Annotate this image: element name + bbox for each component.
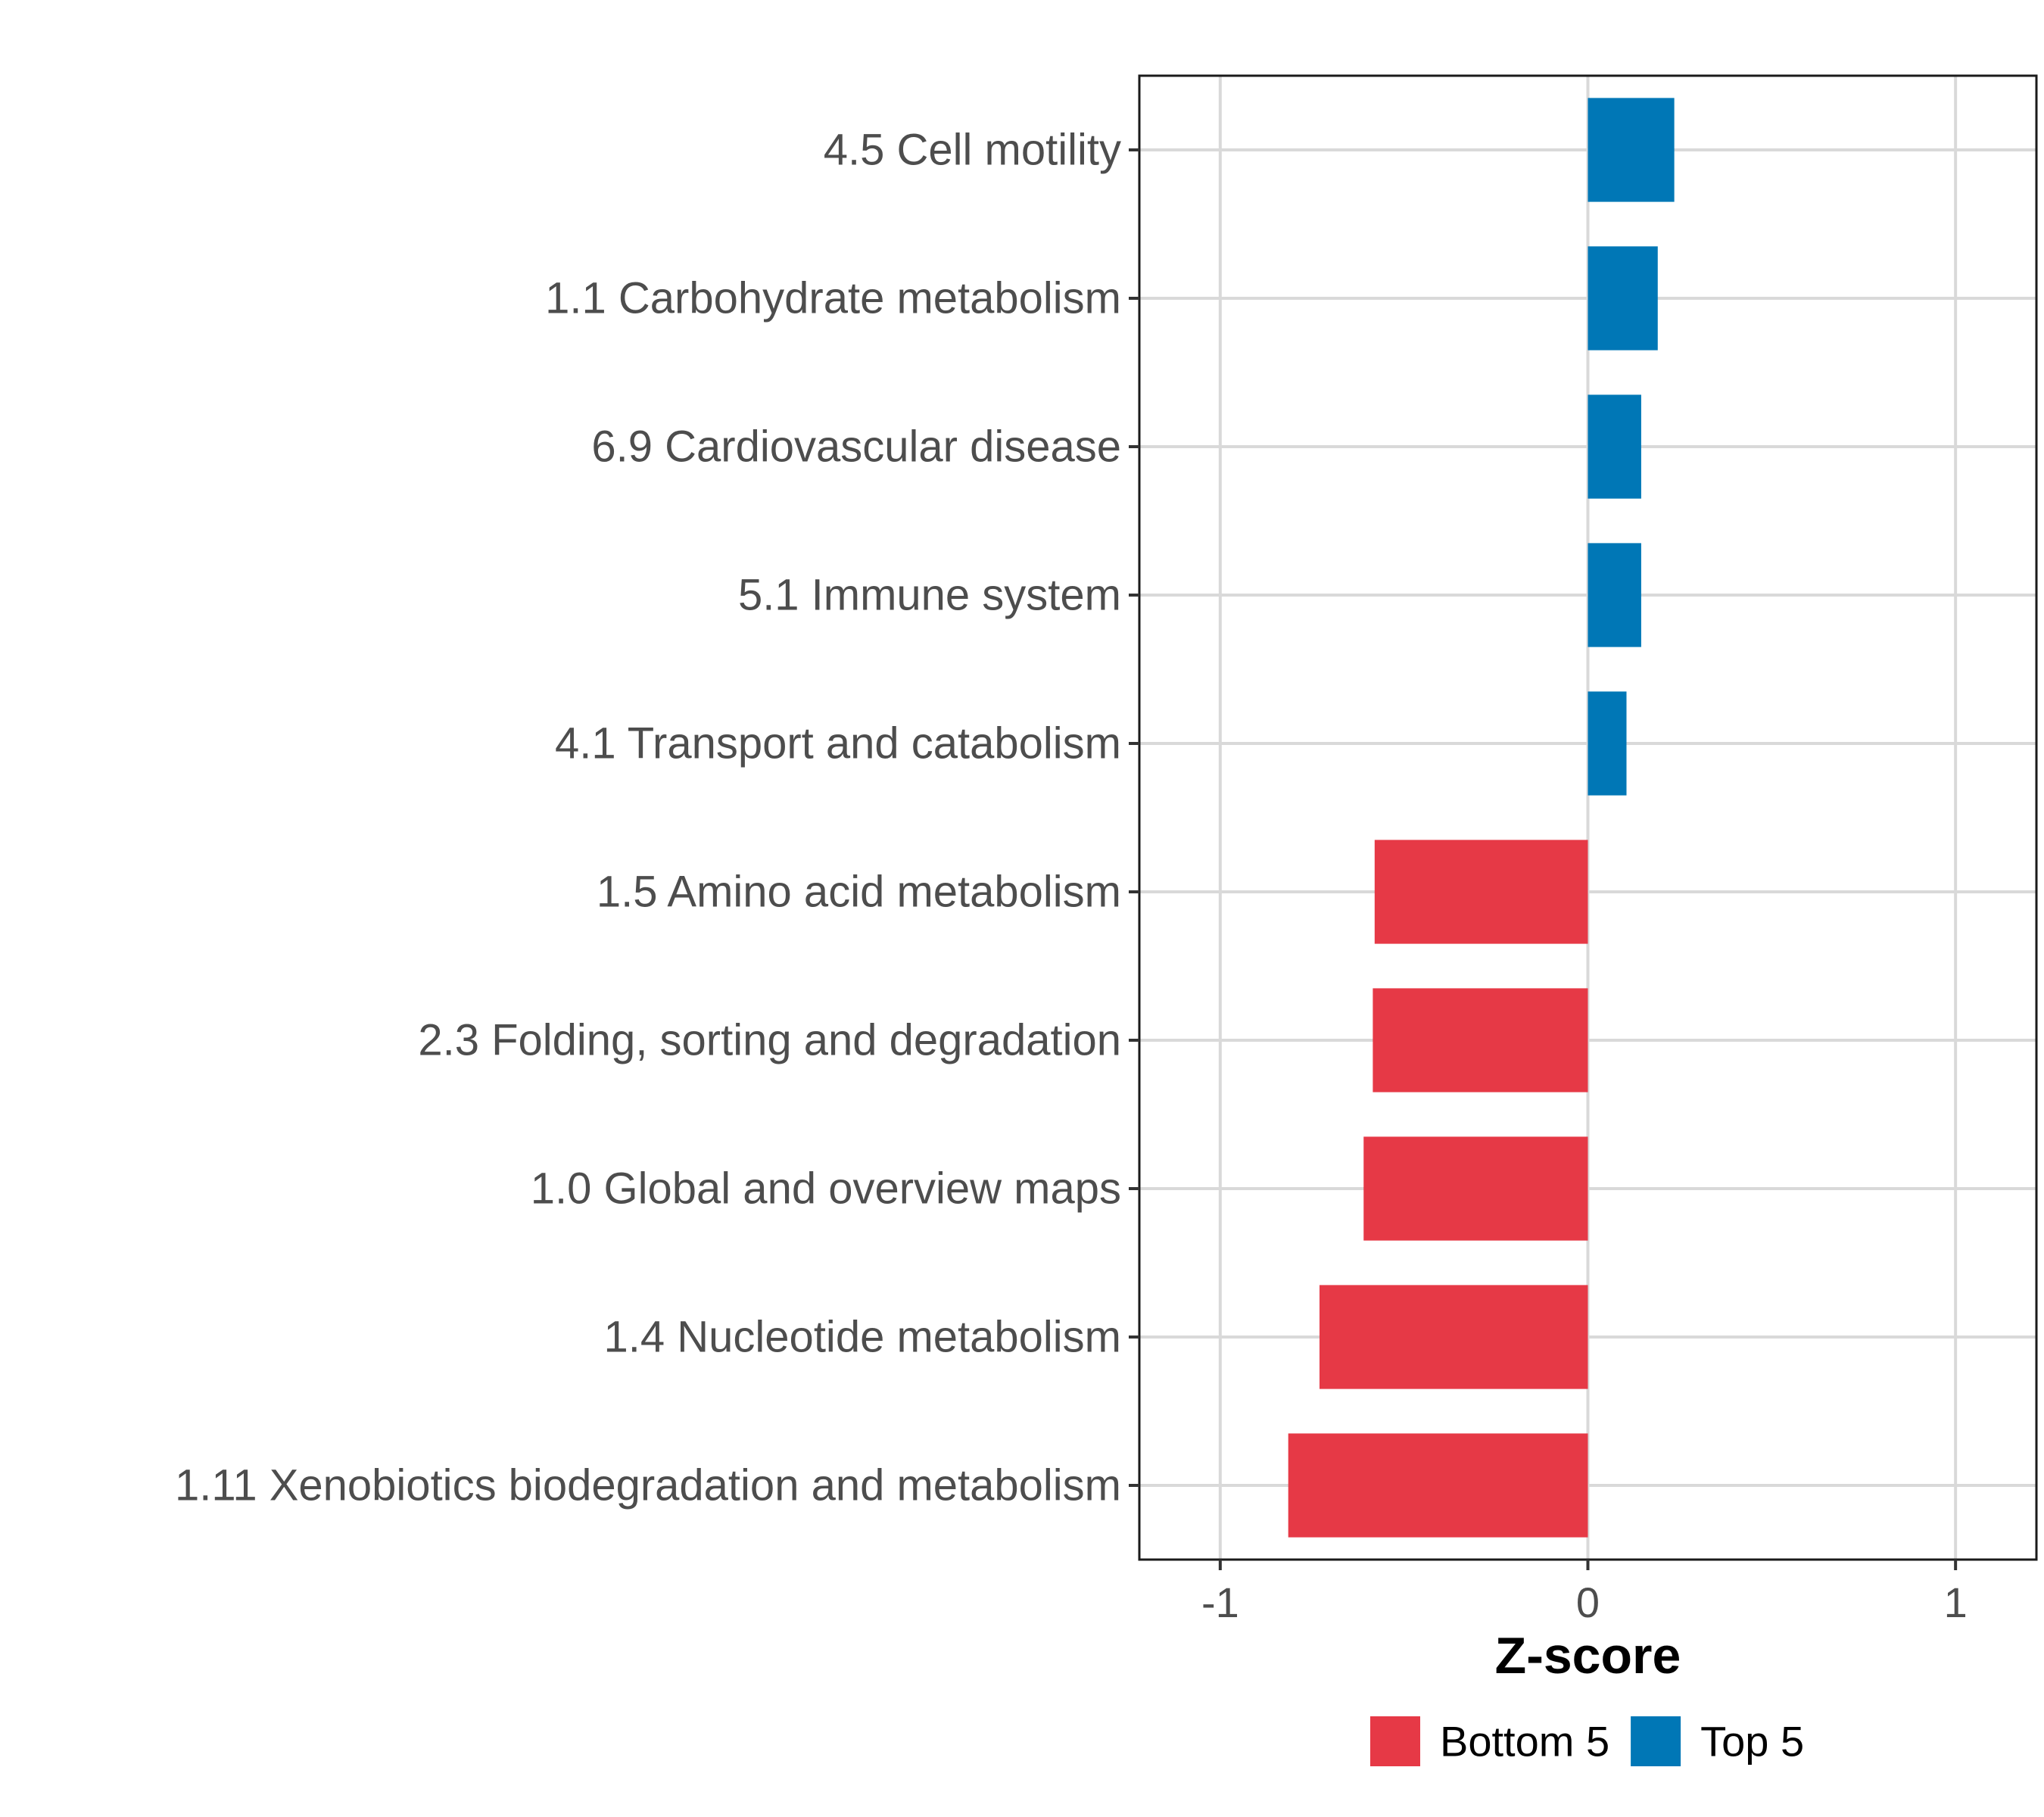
x-axis: -1 0 1 [1201, 1560, 1968, 1626]
x-tick-label: 1 [1944, 1579, 1968, 1626]
bar [1588, 394, 1641, 499]
category-label: 1.5 Amino acid metabolism [597, 868, 1121, 917]
bar [1588, 98, 1675, 202]
legend-label: Bottom 5 [1440, 1718, 1609, 1766]
category-label: 1.11 Xenobiotics biodegradation and meta… [175, 1461, 1121, 1510]
legend-label: Top 5 [1700, 1718, 1804, 1766]
category-label: 4.1 Transport and catabolism [555, 719, 1121, 768]
bar [1363, 1136, 1588, 1241]
legend-swatch [1370, 1716, 1420, 1766]
category-label: 1.0 Global and overview maps [531, 1164, 1121, 1214]
bar [1319, 1285, 1588, 1389]
category-label: 2.3 Folding, sorting and degradation [418, 1016, 1121, 1065]
x-axis-title: Z-score [1495, 1627, 1681, 1685]
category-label: 1.4 Nucleotide metabolism [604, 1313, 1121, 1362]
category-label: 1.1 Carbohydrate metabolism [545, 274, 1121, 323]
bar [1588, 691, 1627, 796]
bar [1288, 1433, 1588, 1538]
category-label: 4.5 Cell motility [824, 126, 1121, 175]
category-label: 5.1 Immune system [738, 571, 1121, 620]
y-axis: 4.5 Cell motility 1.1 Carbohydrate metabo… [175, 126, 1139, 1510]
bar [1374, 840, 1588, 944]
legend-swatch [1631, 1716, 1681, 1766]
x-tick-label: -1 [1201, 1579, 1239, 1626]
bars [1288, 98, 1675, 1538]
bar [1588, 246, 1658, 351]
x-tick-label: 0 [1576, 1579, 1600, 1626]
bar [1373, 988, 1588, 1092]
category-label: 6.9 Cardiovascular disease [591, 422, 1121, 472]
bar [1588, 543, 1641, 647]
legend: Bottom 5 Top 5 [1370, 1716, 1804, 1766]
